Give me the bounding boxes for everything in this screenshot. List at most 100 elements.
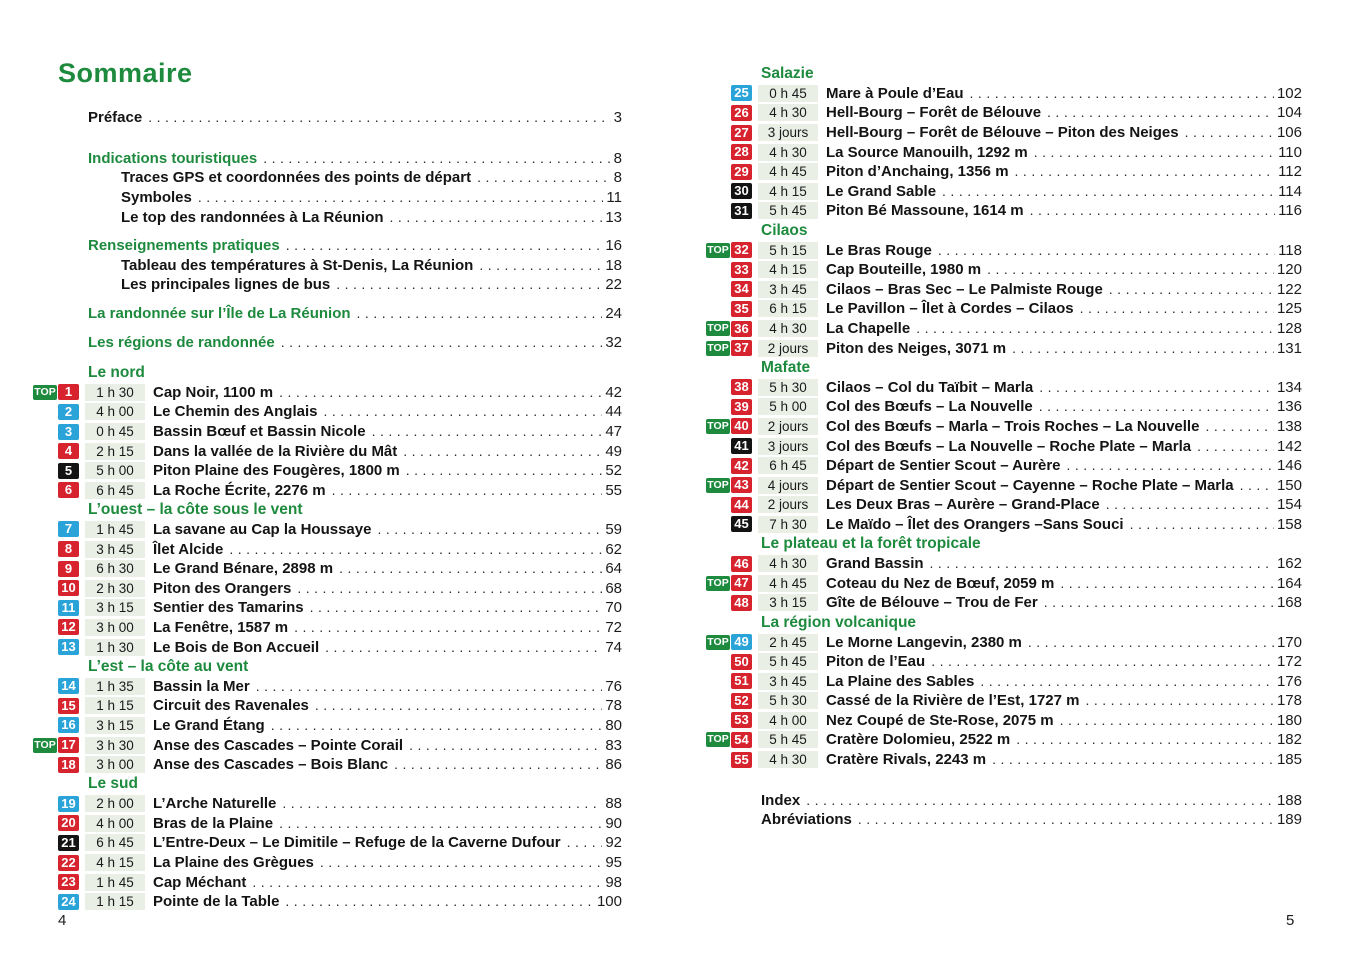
entry-page-number: 8 (613, 149, 622, 167)
section-heading: La région volcanique (761, 613, 917, 631)
route-entry-line: Anse des Cascades – Pointe Corail.......… (153, 737, 622, 754)
route-duration: 3 h 15 (85, 599, 145, 617)
dot-leader: ........................................… (1239, 476, 1274, 493)
top-badge: TOP (706, 477, 730, 493)
route-entry-line: Le Pavillon – Îlet à Cordes – Cilaos....… (826, 300, 1302, 317)
toc-entry: Tableau des températures à St-Denis, La … (33, 256, 622, 276)
route-number-badge: 8 (58, 541, 79, 558)
route-title: La Plaine des Grègues (153, 854, 314, 872)
route-duration: 1 h 15 (85, 697, 145, 715)
dot-leader: ........................................… (1016, 731, 1274, 748)
entry-label: Indications touristiques (88, 149, 258, 167)
dot-leader: ........................................… (294, 618, 603, 635)
route-title: Le Bois de Bon Accueil (153, 638, 320, 656)
dot-leader: ........................................… (1085, 692, 1273, 709)
route-entry-line: Les Deux Bras – Aurère – Grand-Place....… (826, 496, 1302, 513)
route-title: Départ de Sentier Scout – Aurère (826, 457, 1061, 475)
route-number-badge: 47 (731, 575, 752, 592)
entry-label: La randonnée sur l’Île de La Réunion (88, 305, 351, 323)
route-title: Cilaos – Bras Sec – Le Palmiste Rouge (826, 280, 1103, 298)
route-duration: 5 h 30 (758, 692, 818, 710)
route-entry-line: Piton Plaine des Fougères, 1800 m.......… (153, 462, 622, 479)
route-duration: 5 h 00 (85, 462, 145, 480)
route-title: Le Maïdo – Îlet des Orangers –Sans Souci (826, 515, 1124, 533)
route-entry-line: Gîte de Bélouve – Trou de Fer...........… (826, 594, 1302, 611)
route-entry-line: La Roche Écrite, 2276 m.................… (153, 482, 622, 499)
route-row: 39 5 h 00 Col des Bœufs – La Nouvelle.....… (706, 397, 1302, 417)
dot-leader: ........................................… (1197, 437, 1274, 454)
route-duration: 3 jours (758, 437, 818, 455)
route-title: Piton de l’Eau (826, 653, 926, 671)
route-title: Gîte de Bélouve – Trou de Fer (826, 594, 1038, 612)
route-duration: 4 jours (758, 476, 818, 494)
route-entry-line: Piton d’Anchaing, 1356 m................… (826, 163, 1302, 180)
route-entry-line: Bassin Bœuf et Bassin Nicole............… (153, 423, 622, 440)
entry-page-number: 189 (1276, 811, 1302, 829)
route-title: Piton des Orangers (153, 579, 292, 597)
route-number-badge: 5 (58, 462, 79, 479)
route-title: Cassé de la Rivière de l’Est, 1727 m (826, 692, 1080, 710)
section-heading: Le nord (88, 363, 145, 381)
route-entry-line: Nez Coupé de Ste-Rose, 2075 m...........… (826, 712, 1302, 729)
route-entry-line: Départ de Sentier Scout – Cayenne – Roch… (826, 477, 1302, 494)
dot-leader: ........................................… (309, 599, 603, 616)
route-page-number: 150 (1276, 476, 1302, 494)
route-page-number: 125 (1276, 300, 1302, 318)
route-title: La Plaine des Sables (826, 672, 975, 690)
route-number-badge: 39 (731, 398, 752, 415)
dot-leader: ........................................… (987, 261, 1274, 278)
dot-leader: ........................................… (282, 795, 603, 812)
route-title: Cratère Rivals, 2243 m (826, 751, 987, 769)
route-number-badge: 33 (731, 261, 752, 278)
toc-entry: Abréviations............................… (706, 810, 1302, 830)
entry-label: Préface (88, 109, 143, 127)
route-duration: 1 h 30 (85, 383, 145, 401)
route-page-number: 168 (1276, 594, 1302, 612)
entry-page-number: 22 (605, 276, 622, 294)
entry-page-number: 3 (613, 109, 622, 127)
route-page-number: 180 (1276, 711, 1302, 729)
route-row: TOP 49 2 h 45 Le Morne Langevin, 2380 m....… (706, 632, 1302, 652)
route-page-number: 68 (605, 579, 622, 597)
route-duration: 6 h 15 (758, 300, 818, 318)
route-number-badge: 11 (58, 599, 79, 616)
dot-leader: ........................................… (1105, 496, 1274, 513)
route-number-badge: 9 (58, 560, 79, 577)
route-title: Piton des Neiges, 3071 m (826, 339, 1007, 357)
route-page-number: 86 (605, 756, 622, 774)
route-title: Cap Méchant (153, 873, 247, 891)
route-page-number: 118 (1278, 241, 1302, 259)
top-badge: TOP (706, 732, 730, 748)
top-badge: TOP (706, 418, 730, 434)
route-page-number: 170 (1276, 633, 1302, 651)
route-number-badge: 7 (58, 521, 79, 538)
route-row: 6 6 h 45 La Roche Écrite, 2276 m..........… (33, 481, 622, 501)
dot-leader: ........................................… (980, 672, 1274, 689)
route-number-badge: 31 (731, 202, 752, 219)
route-duration: 3 h 45 (85, 540, 145, 558)
toc-entry: La randonnée sur l’Île de La Réunion....… (33, 304, 622, 324)
route-page-number: 83 (605, 736, 622, 754)
route-page-number: 104 (1276, 104, 1302, 122)
route-entry-line: La Chapelle.............................… (826, 320, 1302, 337)
dot-leader: ........................................… (1038, 398, 1274, 415)
dot-leader: ........................................… (477, 169, 611, 186)
route-duration: 5 h 45 (758, 653, 818, 671)
route-entry-line: Hell-Bourg – Forêt de Bélouve...........… (826, 104, 1302, 121)
route-row: 8 3 h 45 Îlet Alcide......................… (33, 539, 622, 559)
route-title: La Chapelle (826, 320, 911, 338)
toc-entry-line: Symboles................................… (121, 189, 622, 206)
route-number-badge: 35 (731, 300, 752, 317)
route-row: 11 3 h 15 Sentier des Tamarins............… (33, 598, 622, 618)
route-row: 3 0 h 45 Bassin Bœuf et Bassin Nicole.....… (33, 422, 622, 442)
toc-entry: Traces GPS et coordonnées des points de … (33, 168, 622, 188)
toc-entry: Préface.................................… (33, 108, 622, 128)
route-row: 26 4 h 30 Hell-Bourg – Forêt de Bélouve...… (706, 103, 1302, 123)
route-number-badge: 52 (731, 692, 752, 709)
route-duration: 5 h 15 (758, 241, 818, 259)
route-title: L’Entre-Deux – Le Dimitile – Refuge de l… (153, 834, 561, 852)
route-page-number: 92 (605, 834, 622, 852)
route-number-badge: 40 (731, 418, 752, 435)
route-duration: 5 h 00 (758, 398, 818, 416)
route-entry-line: Départ de Sentier Scout – Aurère........… (826, 457, 1302, 474)
